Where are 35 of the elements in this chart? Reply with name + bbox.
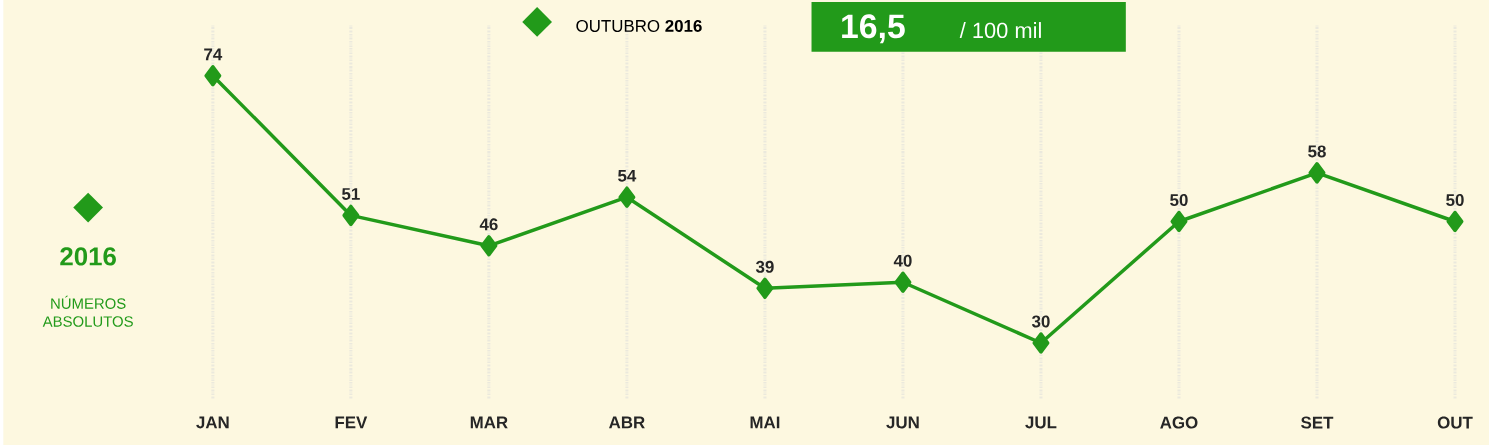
data-label: 50 — [1446, 194, 1464, 207]
x-tick-label: SET — [1301, 416, 1334, 429]
x-tick-label: AGO — [1160, 416, 1198, 429]
x-tick-label: MAI — [750, 416, 780, 429]
text: 16,5 — [842, 14, 905, 44]
point — [894, 271, 912, 293]
data-label: 54 — [618, 169, 637, 182]
data-label: 74 — [204, 48, 223, 61]
x-tick-label: MAR — [470, 416, 508, 429]
legend-label: 2016 — [60, 247, 116, 266]
point — [342, 204, 360, 227]
text: / 100 mil — [959, 22, 1041, 39]
x-tick-label: JUL — [1025, 416, 1057, 429]
x-tick-label: JUN — [886, 416, 919, 429]
x-tick-label: JAN — [196, 416, 229, 429]
point — [756, 277, 774, 300]
data-label: 51 — [341, 188, 360, 200]
text: NÚMEROS ABSOLUTOS — [42, 295, 133, 327]
point — [1032, 332, 1050, 354]
data-label: 30 — [1031, 315, 1050, 328]
data-label: 58 — [1308, 145, 1326, 158]
x-tick-label: OUT — [1437, 416, 1473, 429]
data-label: 40 — [893, 254, 912, 267]
point — [1308, 162, 1326, 184]
data-label: 39 — [755, 260, 774, 273]
text: OUTUBRO 2016 — [576, 19, 702, 32]
point — [1170, 210, 1188, 233]
data-label: 46 — [479, 218, 498, 231]
x-tick-label: FEV — [335, 416, 368, 429]
point — [204, 64, 222, 87]
point — [618, 186, 636, 208]
data-label: 50 — [1170, 194, 1188, 207]
point — [1446, 210, 1464, 233]
x-tick-label: ABR — [609, 416, 645, 429]
point — [480, 235, 498, 257]
